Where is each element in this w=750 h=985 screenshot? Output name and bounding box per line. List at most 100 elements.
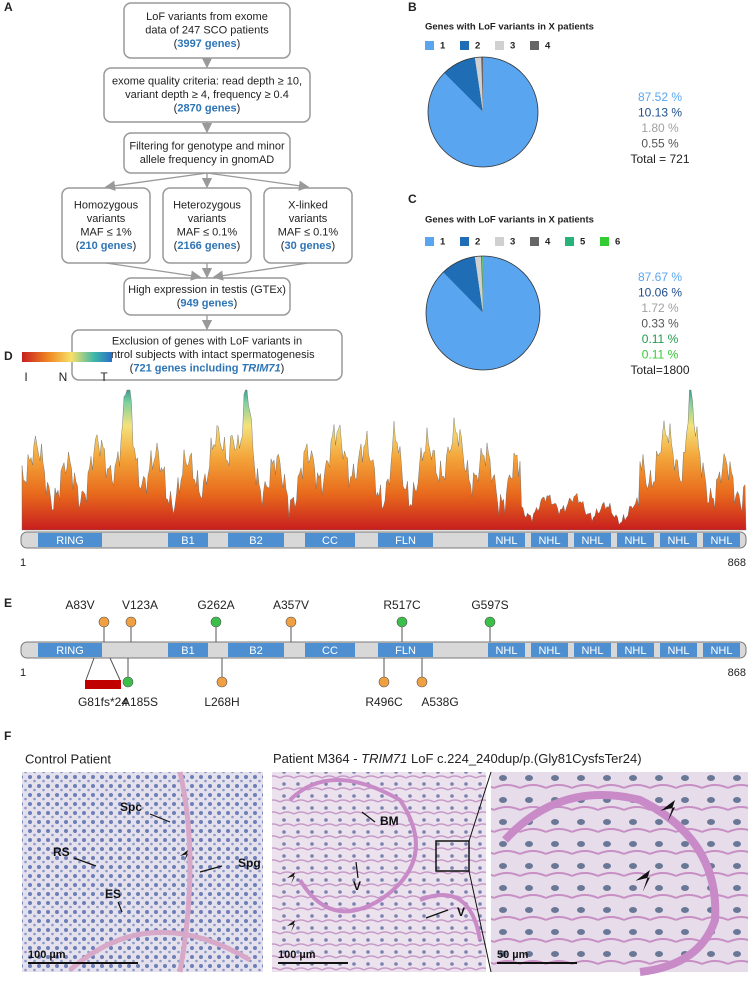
flow-text: (30 genes) [281, 240, 335, 252]
domain-label: NHL [624, 535, 646, 547]
colorbar-label: I [24, 370, 27, 384]
flow-text: exome quality criteria: read depth ≥ 10, [112, 75, 302, 87]
pointer [361, 811, 376, 823]
text-segment: 2870 genes [177, 102, 236, 114]
domain-label: CC [322, 535, 338, 547]
image-title: Control Patient [25, 751, 111, 766]
pointer [355, 861, 359, 879]
pointer [117, 901, 123, 913]
domain-label: RING [56, 535, 84, 547]
variant-label: G597S [471, 598, 508, 612]
flow-text: (721 genes including TRIM71) [130, 362, 285, 374]
domain [305, 533, 355, 547]
pie-title: Genes with LoF variants in X patients [425, 215, 594, 226]
legend-label: 3 [510, 237, 515, 248]
micrograph [272, 772, 486, 972]
flow-text: X-linked [288, 199, 328, 211]
domain-label: B1 [181, 535, 194, 547]
text-segment: ( [174, 102, 178, 114]
domain-label: NHL [624, 645, 646, 657]
domain-label: NHL [710, 645, 732, 657]
flow-text: Filtering for genotype and minor [129, 140, 285, 152]
text-segment: variants [289, 213, 328, 225]
text-segment: ( [174, 38, 178, 50]
variant-dot [216, 676, 228, 688]
pointer [149, 813, 171, 823]
variant-label: L268H [204, 695, 239, 709]
variant-dot [210, 616, 222, 628]
micrograph [22, 772, 263, 972]
domain [703, 533, 740, 547]
variant-dot [416, 676, 428, 688]
text-segment: MAF ≤ 0.1% [278, 226, 339, 238]
value-label: 1.72 % [641, 301, 679, 315]
flow-text: control subjects with intact spermatogen… [99, 349, 315, 361]
scale-label: 50 µm [497, 949, 529, 961]
colorbar-label: N [59, 370, 68, 384]
text-segment: ( [174, 240, 178, 252]
flow-text: LoF variants from exome [146, 11, 268, 23]
flow-text: data of 247 SCO patients [145, 24, 269, 36]
domain [703, 643, 740, 657]
domain [305, 643, 355, 657]
domain [168, 533, 208, 547]
text-segment: exome quality criteria: read depth ≥ 10, [112, 75, 302, 87]
flow-text: (210 genes) [76, 240, 137, 252]
panel-label: F [4, 729, 11, 743]
domain-label: FLN [395, 645, 416, 657]
value-label: 10.06 % [638, 286, 682, 300]
variant-dot [285, 616, 297, 628]
domain-label: NHL [667, 645, 689, 657]
flow-text: variants [87, 213, 126, 225]
legend-label: 2 [475, 41, 480, 52]
text-segment: 2166 genes [177, 240, 236, 252]
domain-label: NHL [495, 535, 517, 547]
pie-title: Genes with LoF variants in X patients [425, 22, 594, 33]
pie-slice [474, 256, 483, 313]
domain [38, 533, 102, 547]
domain-label: NHL [710, 535, 732, 547]
flow-text: (3997 genes) [174, 38, 241, 50]
legend-label: 4 [545, 237, 551, 248]
text-segment: variants [87, 213, 126, 225]
domain [660, 643, 697, 657]
pie-slice [482, 256, 483, 313]
pie-slice [443, 256, 483, 313]
domain [228, 533, 284, 547]
legend-label: 3 [510, 41, 515, 52]
value-label: 87.52 % [638, 90, 682, 104]
variant-label: G262A [197, 598, 234, 612]
text-segment: variant depth ≥ 4, frequency ≥ 0.4 [125, 89, 289, 101]
arrowhead [287, 920, 295, 932]
pie-slice [481, 256, 483, 313]
pie-slice [474, 57, 483, 112]
flow-text: MAF ≤ 0.1% [278, 226, 339, 238]
flow-text: allele frequency in gnomAD [140, 154, 275, 166]
text-segment: X-linked [288, 199, 328, 211]
text-segment: Exclusion of genes with LoF variants in [112, 335, 302, 347]
conservation-profile [21, 389, 747, 531]
arrowhead [180, 850, 188, 862]
axis-end: 868 [728, 557, 746, 569]
pie-slice [444, 57, 483, 112]
image-label: ES [105, 887, 121, 901]
legend-swatch [530, 41, 539, 50]
pointer [73, 857, 97, 867]
legend-swatch [495, 237, 504, 246]
panel-label: C [408, 192, 417, 206]
domain [574, 643, 611, 657]
flow-text: MAF ≤ 1% [80, 226, 131, 238]
domain [378, 533, 433, 547]
text-segment: 30 genes [284, 240, 331, 252]
domain [168, 643, 208, 657]
domain-label: NHL [667, 535, 689, 547]
flow-text: variants [289, 213, 328, 225]
variant-label: R517C [383, 598, 421, 612]
panel-label: E [4, 596, 12, 610]
axis-start: 1 [20, 557, 26, 569]
colorbar-label: T [100, 370, 108, 384]
domain-label: FLN [395, 535, 416, 547]
flow-text: MAF ≤ 0.1% [177, 226, 238, 238]
text-segment: TRIM71 [361, 751, 407, 766]
panel-label: D [4, 349, 13, 363]
